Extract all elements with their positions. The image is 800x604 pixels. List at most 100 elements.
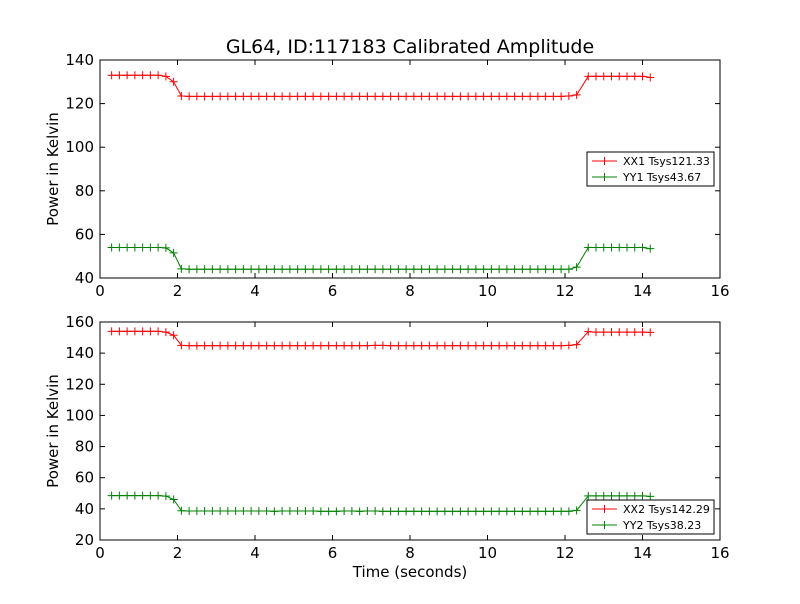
data-point-1-0 bbox=[471, 341, 480, 350]
data-point-1-1 bbox=[123, 491, 132, 500]
data-point-0-1 bbox=[293, 265, 302, 274]
data-point-0-0 bbox=[223, 92, 232, 101]
data-point-0-1 bbox=[340, 265, 349, 274]
data-point-1-1 bbox=[630, 491, 639, 500]
data-point-0-1 bbox=[130, 243, 139, 252]
data-point-0-0 bbox=[169, 77, 178, 86]
data-point-0-1 bbox=[247, 265, 256, 274]
data-point-0-1 bbox=[638, 243, 647, 252]
data-point-0-0 bbox=[409, 92, 418, 101]
data-point-1-1 bbox=[623, 491, 631, 500]
data-point-0-0 bbox=[433, 92, 442, 101]
data-point-1-0 bbox=[169, 331, 178, 340]
data-point-0-1 bbox=[557, 265, 566, 274]
data-point-0-1 bbox=[309, 265, 318, 274]
plot-1-x-tick-label: 14 bbox=[633, 544, 652, 562]
data-point-1-1 bbox=[638, 491, 647, 500]
data-point-0-0 bbox=[146, 71, 155, 80]
data-point-1-1 bbox=[502, 507, 511, 516]
data-point-0-0 bbox=[347, 92, 356, 101]
data-point-0-1 bbox=[433, 265, 442, 274]
data-point-1-0 bbox=[208, 341, 217, 350]
data-point-0-0 bbox=[262, 92, 271, 101]
data-point-0-1 bbox=[386, 265, 395, 274]
data-point-0-0 bbox=[355, 92, 364, 101]
data-point-0-1 bbox=[107, 243, 116, 252]
data-point-0-1 bbox=[154, 243, 163, 252]
plot-0-x-tick-label: 12 bbox=[555, 282, 574, 300]
data-point-1-0 bbox=[332, 341, 341, 350]
data-point-1-0 bbox=[638, 328, 647, 337]
data-point-1-1 bbox=[223, 507, 232, 516]
data-point-1-1 bbox=[541, 507, 550, 516]
data-point-0-1 bbox=[518, 265, 527, 274]
data-point-1-1 bbox=[254, 507, 263, 516]
plot-1-x-tick-label: 16 bbox=[710, 544, 729, 562]
data-point-1-1 bbox=[607, 491, 616, 500]
data-point-0-0 bbox=[607, 72, 616, 81]
legend-marker-0-0 bbox=[600, 157, 609, 165]
data-point-0-0 bbox=[448, 92, 457, 101]
data-point-1-0 bbox=[262, 341, 271, 350]
data-point-1-0 bbox=[479, 341, 488, 350]
data-point-0-1 bbox=[564, 265, 573, 274]
data-point-0-0 bbox=[518, 92, 527, 101]
data-point-0-1 bbox=[448, 265, 457, 274]
data-point-0-1 bbox=[584, 243, 593, 252]
data-point-1-0 bbox=[371, 341, 380, 350]
data-point-0-1 bbox=[495, 265, 504, 274]
data-point-1-0 bbox=[309, 341, 318, 350]
data-point-0-0 bbox=[533, 92, 542, 101]
data-point-1-0 bbox=[564, 341, 573, 350]
plot-1-y-tick-label: 120 bbox=[65, 375, 94, 393]
plot-1-legend bbox=[586, 499, 715, 535]
data-point-0-1 bbox=[533, 265, 542, 274]
data-point-1-0 bbox=[355, 341, 364, 350]
data-point-1-1 bbox=[231, 507, 240, 516]
data-point-1-0 bbox=[324, 341, 333, 350]
data-point-0-1 bbox=[402, 265, 411, 274]
data-point-1-1 bbox=[433, 507, 442, 516]
data-point-1-1 bbox=[324, 507, 333, 516]
data-point-0-1 bbox=[254, 265, 263, 274]
data-point-0-1 bbox=[200, 265, 209, 274]
data-point-1-0 bbox=[386, 341, 395, 350]
data-point-0-0 bbox=[479, 92, 488, 101]
data-point-1-0 bbox=[502, 341, 511, 350]
plot-0-y-axis-label: Power in Kelvin bbox=[44, 112, 62, 226]
data-point-1-1 bbox=[200, 507, 209, 516]
data-point-1-1 bbox=[409, 507, 418, 516]
data-point-0-1 bbox=[146, 243, 155, 252]
data-point-0-1 bbox=[216, 265, 225, 274]
data-point-0-0 bbox=[599, 72, 608, 81]
data-point-0-1 bbox=[363, 265, 372, 274]
data-point-0-1 bbox=[394, 265, 403, 274]
data-point-1-1 bbox=[130, 491, 139, 500]
data-point-0-1 bbox=[378, 265, 387, 274]
data-point-0-1 bbox=[192, 265, 201, 274]
data-point-1-1 bbox=[394, 507, 403, 516]
plot-1-y-tick-label: 140 bbox=[65, 344, 94, 362]
data-point-1-1 bbox=[192, 507, 201, 516]
data-point-0-0 bbox=[208, 92, 217, 101]
plot-1-y-tick-label: 20 bbox=[75, 531, 94, 549]
plot-1-x-axis-label: Time (seconds) bbox=[352, 563, 468, 581]
plot-0-y-tick-label: 120 bbox=[65, 95, 94, 113]
data-point-1-1 bbox=[533, 507, 542, 516]
data-point-0-1 bbox=[177, 264, 186, 273]
plot-0-x-tick-label: 16 bbox=[710, 282, 729, 300]
plot-0-x-tick-label: 2 bbox=[173, 282, 183, 300]
legend-marker-0-1 bbox=[600, 173, 609, 181]
data-point-1-0 bbox=[518, 341, 527, 350]
data-point-0-0 bbox=[646, 73, 655, 82]
data-point-1-0 bbox=[402, 341, 411, 350]
data-point-1-1 bbox=[285, 507, 294, 516]
data-point-1-0 bbox=[646, 328, 655, 337]
legend-label-0-1: YY1 Tsys43.67 bbox=[622, 171, 701, 184]
plot-0-y-tick-label: 100 bbox=[65, 138, 94, 156]
data-point-1-1 bbox=[208, 507, 217, 516]
data-point-1-1 bbox=[564, 507, 573, 516]
data-point-1-1 bbox=[161, 492, 170, 501]
data-point-0-0 bbox=[487, 92, 496, 101]
data-point-0-1 bbox=[464, 265, 473, 274]
